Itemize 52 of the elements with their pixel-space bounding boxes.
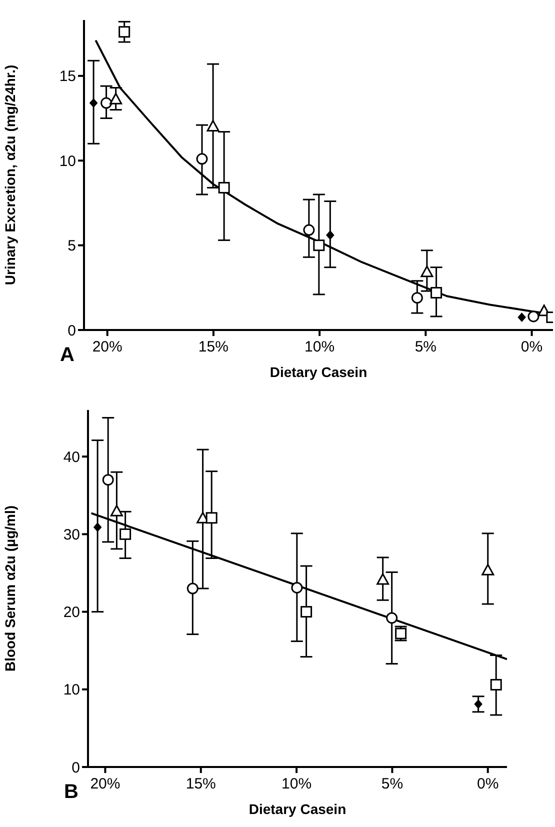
x-tick-label: 10%: [282, 776, 312, 793]
point: [206, 512, 218, 524]
y-tick-label: 15: [59, 68, 76, 86]
point: [186, 582, 198, 594]
y-tick-label: 20: [63, 604, 80, 622]
point: [110, 504, 123, 516]
x-tick-label: 20%: [92, 338, 122, 356]
point: [303, 224, 315, 236]
y-axis-title: Urinary Excretion, α2u (mg/24hr.): [2, 64, 18, 286]
point: [313, 240, 325, 252]
y-tick-label: 0: [68, 322, 76, 340]
point: [411, 292, 423, 304]
point: [90, 98, 98, 108]
x-tick-label: 0%: [520, 338, 543, 356]
point: [420, 266, 434, 278]
text: B: [64, 781, 78, 804]
point: [118, 26, 130, 38]
y-tick-label: 0: [72, 759, 80, 776]
x-tick-label: 20%: [90, 776, 120, 793]
text: A: [60, 344, 74, 367]
point: [110, 92, 122, 104]
point: [518, 312, 526, 322]
x-tick-label: 5%: [381, 776, 404, 793]
y-axis-title: Blood Serum α2u (µg/ml): [2, 505, 18, 672]
point: [291, 582, 303, 594]
point: [102, 474, 114, 486]
point: [490, 678, 502, 690]
y-tick-label: 5: [68, 238, 76, 255]
point: [300, 606, 312, 618]
x-axis-title: Dietary Casein: [248, 801, 348, 817]
y-tick-label: 10: [59, 152, 76, 170]
point: [218, 182, 230, 194]
x-tick-label: 15%: [198, 338, 228, 356]
point: [430, 286, 442, 298]
y-tick-label: 10: [63, 682, 80, 699]
point: [376, 573, 390, 585]
point: [206, 120, 220, 132]
y-tick-label: 30: [63, 526, 80, 544]
point: [100, 97, 112, 109]
point: [474, 700, 482, 709]
x-tick-label: 15%: [186, 776, 216, 793]
x-axis-title: Dietary Casein: [268, 364, 368, 380]
point: [120, 528, 132, 540]
point: [326, 230, 334, 240]
x-tick-label: 5%: [414, 338, 437, 356]
point: [94, 522, 102, 532]
point: [386, 612, 398, 624]
point: [482, 564, 494, 576]
y-tick-label: 40: [63, 448, 80, 466]
point: [196, 153, 208, 165]
x-tick-label: 0%: [477, 776, 499, 793]
x-tick-label: 10%: [304, 338, 335, 356]
